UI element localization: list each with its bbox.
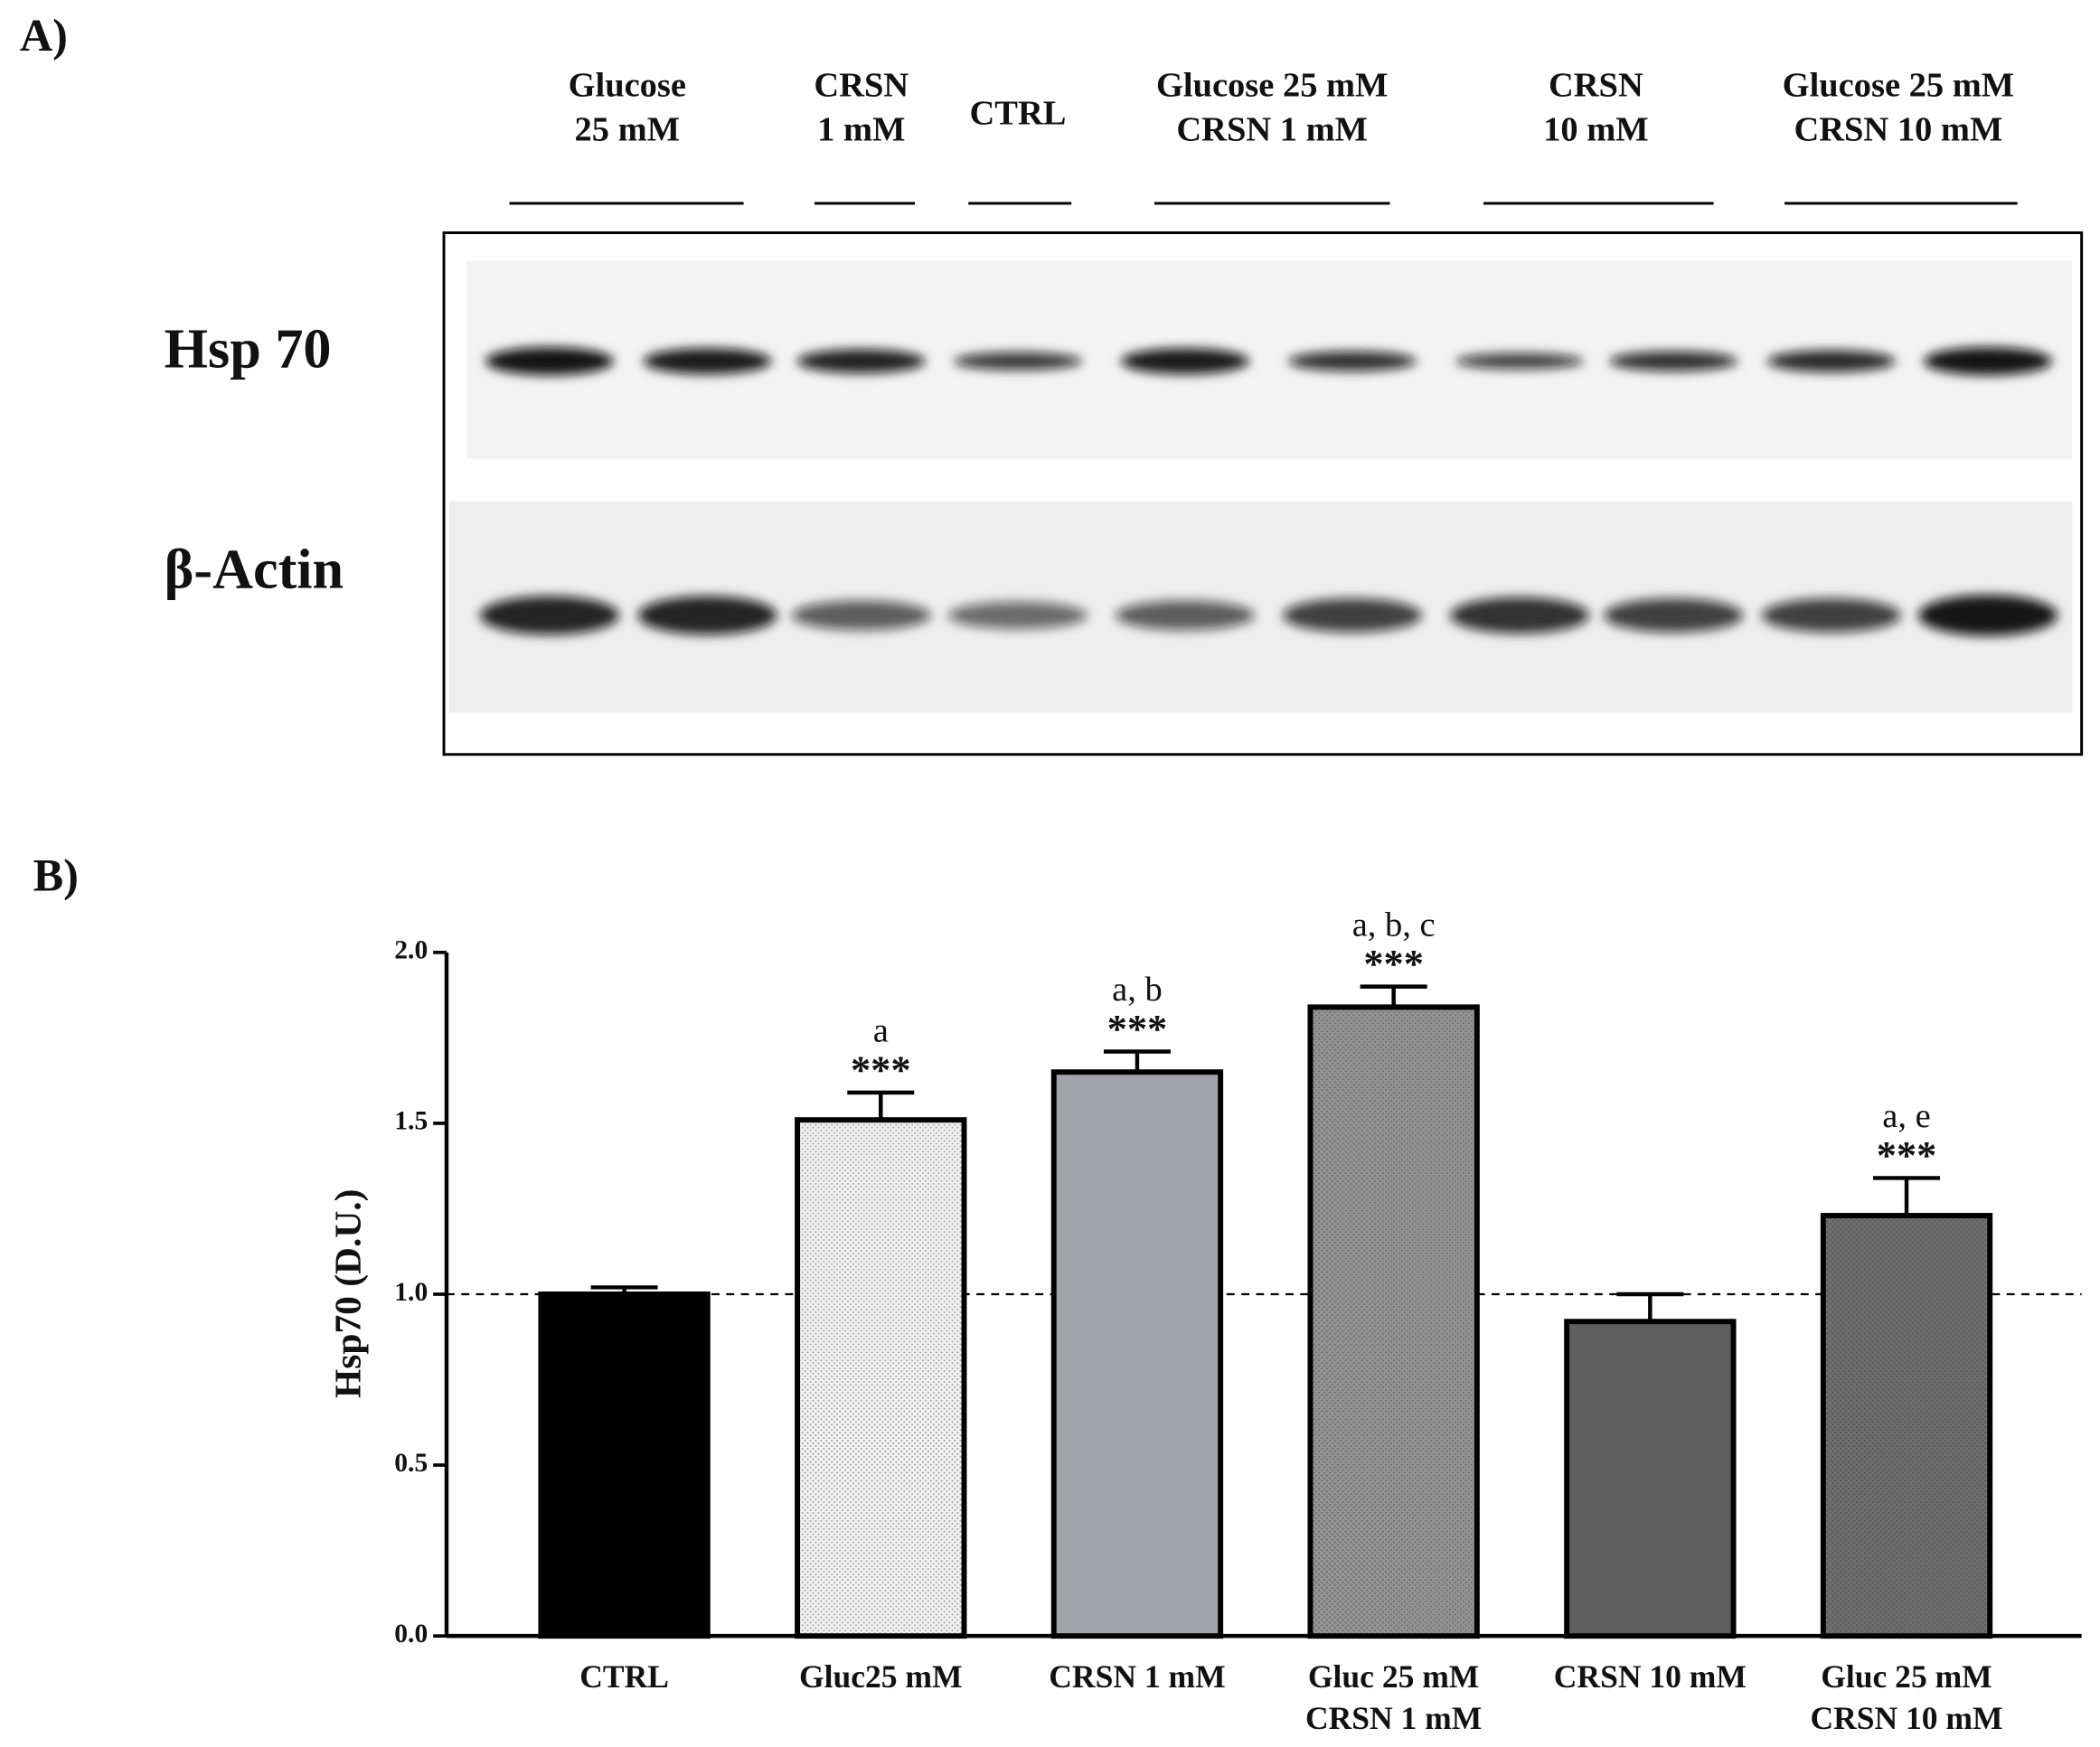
lane-label: Glucose 25 mM <box>1783 67 2014 105</box>
bar <box>1564 1319 1737 1639</box>
lane-label: Glucose 25 mM <box>1156 67 1388 105</box>
bar-texture <box>1825 1217 1988 1634</box>
band <box>1120 348 1250 375</box>
band <box>479 596 619 635</box>
significance: *** <box>1363 941 1424 986</box>
y-axis-label: Hsp70 (D.U.) <box>326 1189 369 1398</box>
lane-label: Glucose <box>569 67 686 105</box>
row-label: β-Actin <box>165 540 344 601</box>
band <box>953 352 1083 371</box>
x-tick-label: CRSN 1 mM <box>1305 1700 1482 1736</box>
bar <box>538 1291 711 1639</box>
band <box>1283 597 1422 633</box>
bar <box>1050 1069 1224 1639</box>
band <box>1609 351 1738 371</box>
lane-label: CRSN 1 mM <box>1176 110 1368 148</box>
band <box>948 601 1088 629</box>
band <box>1455 352 1585 370</box>
annotation: a <box>873 1012 889 1050</box>
annotation: a, e <box>1882 1097 1930 1135</box>
band <box>1924 347 2053 376</box>
row-label: Hsp 70 <box>165 318 332 380</box>
lane-label: CRSN <box>1549 67 1643 105</box>
x-tick-label: CRSN 10 mM <box>1554 1658 1747 1695</box>
band <box>1604 597 1744 633</box>
annotation: a, b <box>1112 971 1163 1009</box>
band <box>1116 600 1255 631</box>
annotation: a, b, c <box>1352 906 1436 944</box>
band <box>1918 595 2058 636</box>
lane-label: 10 mM <box>1543 110 1648 148</box>
x-tick-label: Gluc25 mM <box>799 1658 963 1695</box>
y-tick-label: 1.5 <box>394 1107 428 1136</box>
x-tick-label: CRSN 1 mM <box>1049 1658 1225 1695</box>
band <box>1761 597 1901 633</box>
bar-texture <box>1313 1010 1474 1634</box>
bar-texture <box>800 1122 962 1634</box>
lane-label: CTRL <box>970 95 1067 133</box>
significance: *** <box>1877 1132 1937 1178</box>
lane-label: 25 mM <box>575 110 680 148</box>
x-tick-label: Gluc 25 mM <box>1308 1658 1479 1695</box>
panel-label: A) <box>20 10 68 61</box>
band <box>791 600 931 631</box>
panel-label: B) <box>33 850 79 900</box>
x-tick-label: CRSN 10 mM <box>1810 1700 2002 1736</box>
y-tick-label: 2.0 <box>394 936 428 965</box>
lane-label: CRSN <box>814 67 909 105</box>
band <box>796 349 926 373</box>
band <box>643 348 772 375</box>
significance: *** <box>1107 1006 1168 1051</box>
x-tick-label: CTRL <box>579 1658 669 1695</box>
lane-label: CRSN 10 mM <box>1794 110 2002 148</box>
band <box>1450 596 1589 634</box>
band <box>637 596 777 635</box>
significance: *** <box>851 1047 911 1092</box>
bands <box>479 347 2058 636</box>
x-tick-label: Gluc 25 mM <box>1821 1658 1992 1695</box>
y-tick-label: 0.0 <box>394 1620 428 1648</box>
band <box>1766 350 1896 372</box>
y-tick-label: 0.5 <box>394 1449 428 1478</box>
band <box>1287 351 1417 371</box>
lane-label: 1 mM <box>817 110 905 148</box>
y-tick-label: 1.0 <box>394 1278 428 1307</box>
band <box>485 347 614 376</box>
